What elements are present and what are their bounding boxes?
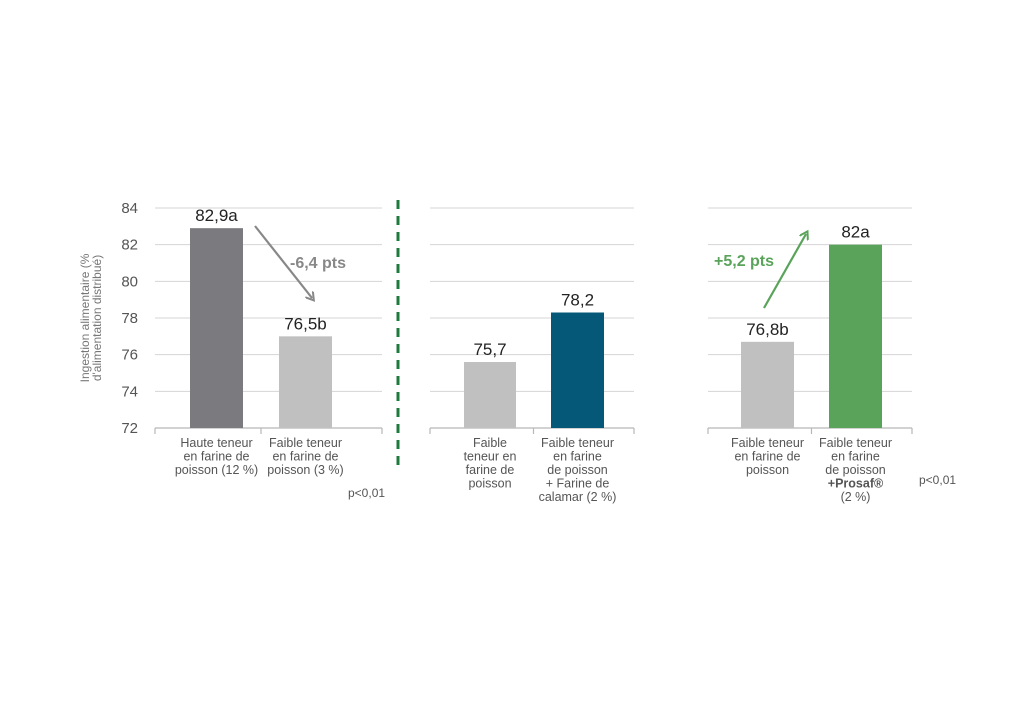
category-label-line: Faible teneur	[541, 436, 614, 450]
category-label: Faible teneur en farine de poisson	[731, 436, 804, 477]
bar	[829, 244, 882, 428]
category-label-line: de poisson	[825, 463, 886, 477]
bar-value-label: 82a	[841, 223, 870, 242]
bar-value-label: 75,7	[473, 340, 506, 359]
y-tick-labels: 72 74 76 78 80 82 84	[121, 200, 138, 437]
category-label-line: + Farine de	[546, 477, 610, 491]
y-tick-label: 82	[121, 237, 138, 254]
bar-value-label: 78,2	[561, 291, 594, 310]
category-label-line: Faible teneur	[269, 436, 342, 450]
category-label-line: en farine	[831, 450, 880, 464]
category-label-line: +Prosaf®	[828, 477, 884, 491]
category-label-line: poisson	[468, 477, 511, 491]
y-axis-label-line: Ingestion alimentaire (%	[78, 253, 92, 382]
category-label-line: en farine de	[272, 450, 338, 464]
y-tick-label: 72	[121, 420, 138, 437]
category-label: Faible teneur en farine de poisson (3 %)	[267, 436, 343, 477]
bar	[551, 312, 604, 428]
y-tick-label: 84	[121, 200, 138, 217]
y-axis-label: Ingestion alimentaire (%d'alimentation d…	[78, 253, 104, 382]
y-axis-label-line: d'alimentation distribué)	[90, 255, 104, 381]
y-tick-label: 78	[121, 310, 138, 327]
category-label-line: poisson (12 %)	[175, 463, 258, 477]
trend-arrow	[763, 234, 806, 309]
change-annotation: -6,4 pts	[290, 255, 346, 272]
category-label-line: Faible	[473, 436, 507, 450]
change-annotation: +5,2 pts	[714, 253, 774, 270]
bar	[741, 341, 794, 428]
category-label-line: en farine de	[734, 450, 800, 464]
category-label: Faible teneur en farine de poisson +Prosaf®…	[819, 436, 892, 504]
y-tick-label: 74	[121, 383, 138, 400]
category-label-line: farine de	[466, 463, 515, 477]
category-label: Haute teneur en farine de poisson (12 %)	[175, 436, 258, 477]
category-label-line: poisson	[746, 463, 789, 477]
category-label-line: Faible teneur	[819, 436, 892, 450]
y-tick-label: 76	[121, 347, 138, 364]
category-label-line: Faible teneur	[731, 436, 804, 450]
y-tick-label: 80	[121, 273, 138, 290]
bar-value-label: 76,5b	[284, 314, 327, 333]
p-value-label: p<0,01	[348, 486, 385, 500]
category-label-line: Haute teneur	[180, 436, 252, 450]
category-label-line: en farine	[553, 450, 602, 464]
bar	[464, 362, 516, 428]
p-value-label: p<0,01	[919, 473, 956, 487]
category-label-line: poisson (3 %)	[267, 463, 343, 477]
bar	[190, 228, 243, 428]
category-label-line: teneur en	[464, 450, 517, 464]
bar-value-label: 82,9a	[195, 206, 238, 225]
category-label-line: calamar (2 %)	[539, 490, 617, 504]
category-label-line: en farine de	[183, 450, 249, 464]
category-label: Faible teneur en farine de poisson + Farine…	[539, 436, 617, 504]
chart-panel: 75,7 Faible teneur en farine de poisson 78,2 F…	[429, 207, 635, 504]
category-label: Faible teneur en farine de poisson	[464, 436, 517, 491]
trend-arrow	[254, 225, 312, 298]
bar-value-label: 76,8b	[746, 320, 789, 339]
category-label-line: (2 %)	[841, 490, 871, 504]
category-label-line: de poisson	[547, 463, 608, 477]
bar	[279, 336, 332, 428]
